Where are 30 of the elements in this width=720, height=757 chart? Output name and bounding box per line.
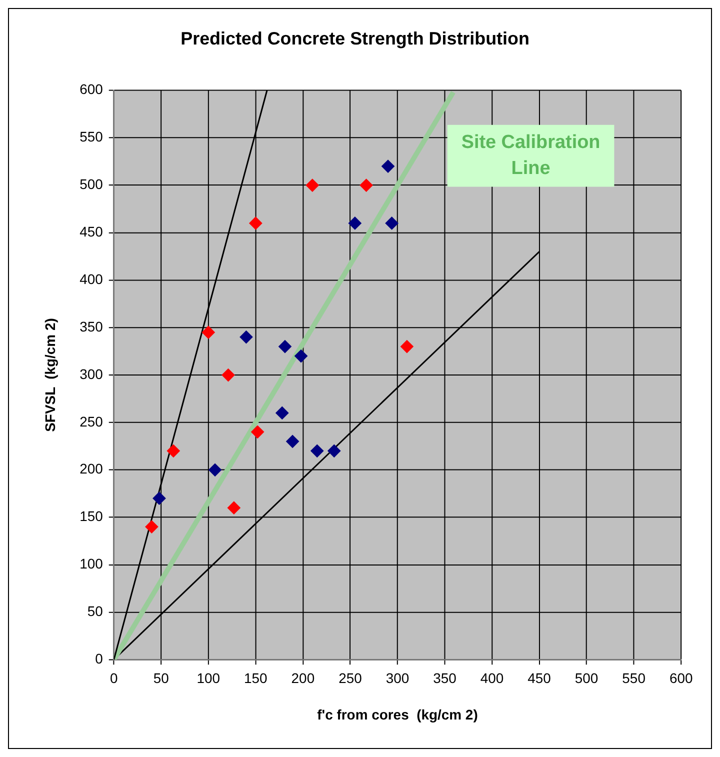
x-tick-label: 200 bbox=[291, 670, 315, 686]
x-tick-label: 350 bbox=[433, 670, 457, 686]
x-tick-label: 150 bbox=[244, 670, 268, 686]
y-tick-label: 600 bbox=[80, 81, 104, 98]
x-tick-label: 0 bbox=[110, 670, 118, 686]
x-tick-label: 550 bbox=[622, 670, 646, 686]
x-tick-label: 500 bbox=[574, 670, 598, 686]
y-tick-label: 550 bbox=[80, 128, 104, 145]
y-tick-label: 100 bbox=[80, 556, 104, 572]
y-tick-label: 400 bbox=[80, 270, 104, 287]
y-tick-label: 250 bbox=[80, 413, 104, 430]
y-tick-label: 450 bbox=[80, 224, 104, 240]
y-axis-title: SFVSL (kg/cm 2) bbox=[42, 318, 58, 432]
annotation: Site Calibration Line bbox=[461, 132, 600, 180]
x-tick-label: 400 bbox=[480, 670, 504, 686]
x-axis-title: f'c from cores (kg/cm 2) bbox=[317, 706, 478, 723]
x-tick-label: 50 bbox=[153, 670, 170, 686]
x-tick-label: 450 bbox=[528, 670, 552, 686]
y-tick-label: 0 bbox=[95, 650, 104, 666]
x-tick-label: 100 bbox=[196, 670, 220, 686]
y-tick-label: 500 bbox=[80, 176, 104, 192]
x-tick-label: 600 bbox=[669, 670, 693, 686]
x-tick-label: 250 bbox=[338, 670, 362, 686]
y-tick-label: 350 bbox=[80, 318, 104, 334]
y-tick-label: 300 bbox=[80, 366, 104, 382]
y-tick-label: 50 bbox=[87, 603, 104, 620]
chart-title: Predicted Concrete Strength Distribution bbox=[180, 28, 530, 49]
x-tick-label: 300 bbox=[386, 670, 410, 686]
y-tick-label: 200 bbox=[80, 460, 104, 477]
y-tick-label: 150 bbox=[80, 508, 104, 524]
